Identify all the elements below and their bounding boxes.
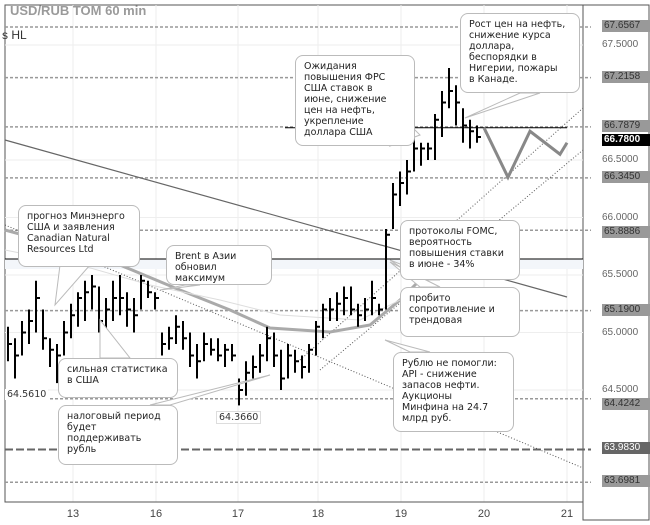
annotation-us-stats: сильная статистика в США <box>58 358 178 398</box>
level-price-label: 67.6567 <box>602 19 650 32</box>
y-tick-label: 65.0000 <box>602 326 639 338</box>
annotation-api: Рублю не помогли: API - снижение запасов… <box>393 352 514 432</box>
forecast-line <box>482 127 569 181</box>
x-tick-label: 21 <box>560 508 574 520</box>
level-price-label: 66.7879 <box>602 119 650 132</box>
y-tick-label: 64.5000 <box>602 384 639 395</box>
low-label-1: 64.5610 <box>5 389 49 400</box>
y-tick-label: 67.5000 <box>602 39 639 50</box>
x-tick-label: 19 <box>394 508 408 520</box>
level-price-label: 63.9830 <box>602 442 650 455</box>
y-tick-label: 66.0000 <box>602 211 639 223</box>
level-price-label: 63.6981 <box>602 475 650 488</box>
level-price-label: 66.7800 <box>602 133 650 146</box>
annotation-brent: Brent в Азии обновил максимум <box>166 245 272 285</box>
callout-pointer <box>159 284 201 291</box>
y-tick-label: 65.5000 <box>602 269 639 280</box>
x-tick-label: 16 <box>149 508 163 520</box>
level-price-label: 66.3450 <box>602 170 650 183</box>
annotation-breakout: пробито сопротивление и трендовая <box>400 287 520 337</box>
x-tick-label: 20 <box>477 508 491 520</box>
low-label-2: 64.3660 <box>216 411 262 424</box>
chart-title: USD/RUB TOM 60 min <box>10 3 147 18</box>
indicator-label: s HL <box>2 28 27 42</box>
annotation-tax: налоговый период будет поддерживать рубл… <box>58 405 178 465</box>
annotation-fomc: протоколы FOMC, вероятность повышения ст… <box>400 220 520 280</box>
level-price-label: 67.2158 <box>602 70 650 83</box>
level-price-label: 64.4242 <box>602 398 650 410</box>
x-tick-label: 13 <box>66 508 80 520</box>
y-tick-label: 66.5000 <box>602 154 639 165</box>
x-tick-label: 18 <box>311 508 325 520</box>
x-tick-label: 17 <box>231 508 245 520</box>
level-price-label: 65.8886 <box>602 225 650 238</box>
annotation-oil: Рост цен на нефть, снижение курса доллар… <box>460 13 580 93</box>
callout-pointer <box>464 92 541 119</box>
level-price-label: 65.1900 <box>602 303 650 316</box>
annotation-fed: Ожидания повышения ФРС США ставок в июне… <box>295 55 415 146</box>
band <box>5 259 583 269</box>
annotation-minenergo: прогноз Минэнерго США и заявления Canadi… <box>18 205 140 267</box>
